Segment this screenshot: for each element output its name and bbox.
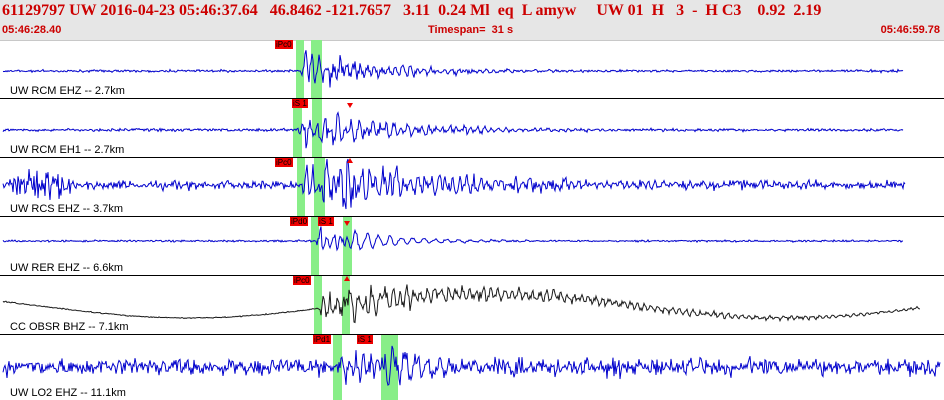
pick-label[interactable]: iPd0 <box>290 217 309 226</box>
pick-label[interactable]: iPc0 <box>293 276 311 285</box>
trace-obsr-bhz[interactable]: iPc0 CC OBSR BHZ -- 7.1km <box>0 276 944 335</box>
trace-label: UW LO2 EHZ -- 11.1km <box>10 387 126 399</box>
waveform-plot <box>2 40 904 98</box>
pick-window-highlight <box>381 335 390 400</box>
arrival-marker-icon[interactable] <box>347 158 353 163</box>
pick-label[interactable]: iS 1 <box>357 335 373 344</box>
trace-rcm-ehz[interactable]: iPc0 UW RCM EHZ -- 2.7km <box>0 40 944 99</box>
pick-label[interactable]: iS 1 <box>292 99 308 108</box>
waveform-line <box>2 284 921 324</box>
waveform-line <box>2 158 906 210</box>
waveform-line <box>2 50 904 88</box>
trace-label: UW RCS EHZ -- 3.7km <box>10 203 124 215</box>
trace-label: UW RCM EH1 -- 2.7km <box>10 144 125 156</box>
trace-label: CC OBSR BHZ -- 7.1km <box>10 321 129 333</box>
pick-window-highlight <box>312 99 322 157</box>
pick-label[interactable]: iS 1 <box>318 217 334 226</box>
pick-label[interactable]: iPc0 <box>275 40 293 49</box>
event-summary-line: 61129797 UW 2016-04-23 05:46:37.64 46.84… <box>2 2 822 19</box>
pick-label[interactable]: iPc0 <box>275 158 293 167</box>
pick-window-highlight <box>390 335 398 400</box>
waveform-plot <box>2 335 941 400</box>
pick-window-highlight <box>343 217 352 275</box>
event-header: 61129797 UW 2016-04-23 05:46:37.64 46.84… <box>0 0 944 41</box>
seismogram-panel: iPc0 UW RCM EHZ -- 2.7km iS 1 UW RCM EH1… <box>0 40 944 400</box>
trace-label: UW RER EHZ -- 6.6km <box>10 262 124 274</box>
trace-label: UW RCM EHZ -- 2.7km <box>10 85 125 97</box>
waveform-line <box>2 111 904 149</box>
waveform-line <box>2 226 904 252</box>
trace-rer-ehz[interactable]: iPd0 iS 1 UW RER EHZ -- 6.6km <box>0 217 944 276</box>
arrival-marker-icon[interactable] <box>344 221 350 226</box>
waveform-line <box>2 345 941 386</box>
waveform-plot <box>2 217 904 275</box>
arrival-marker-icon[interactable] <box>344 276 350 281</box>
trace-lo2-ehz[interactable]: iPd1 iS 1 UW LO2 EHZ -- 11.1km <box>0 335 944 400</box>
waveform-plot <box>2 99 904 157</box>
trace-rcs-ehz[interactable]: iPc0 UW RCS EHZ -- 3.7km <box>0 158 944 217</box>
pick-window-highlight <box>311 217 319 275</box>
pick-window-highlight <box>342 276 350 334</box>
pick-window-highlight <box>314 276 322 334</box>
pick-window-highlight <box>296 40 304 98</box>
pick-window-highlight <box>293 99 302 157</box>
pick-window-highlight <box>311 40 322 98</box>
pick-window-highlight <box>297 158 305 216</box>
trace-rcm-eh1[interactable]: iS 1 UW RCM EH1 -- 2.7km <box>0 99 944 158</box>
arrival-marker-icon[interactable] <box>347 103 353 108</box>
timespan: Timespan= 31 s <box>428 24 514 36</box>
pick-label[interactable]: iPd1 <box>313 335 332 344</box>
end-time: 05:46:59.78 <box>880 24 940 36</box>
waveform-plot <box>2 276 921 334</box>
start-time: 05:46:28.40 <box>2 24 62 36</box>
waveform-plot <box>2 158 906 216</box>
